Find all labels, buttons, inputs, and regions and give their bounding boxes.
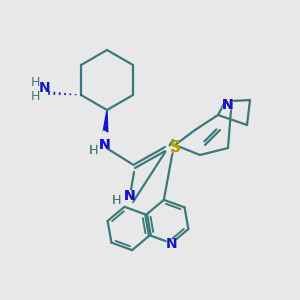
Text: N: N — [99, 138, 111, 152]
Polygon shape — [102, 110, 108, 138]
Text: H: H — [88, 145, 98, 158]
Text: H: H — [30, 89, 40, 103]
Text: N: N — [99, 138, 111, 152]
Text: H: H — [111, 194, 121, 208]
Text: H: H — [88, 145, 98, 158]
Text: N: N — [222, 98, 234, 112]
Text: N: N — [166, 237, 177, 251]
Text: S: S — [169, 140, 181, 155]
Text: N: N — [124, 189, 136, 203]
Text: N: N — [222, 98, 234, 112]
Text: N: N — [39, 81, 51, 95]
Text: H: H — [111, 194, 121, 208]
Text: H: H — [30, 76, 40, 88]
Text: N: N — [124, 189, 136, 203]
Text: S: S — [169, 140, 181, 155]
